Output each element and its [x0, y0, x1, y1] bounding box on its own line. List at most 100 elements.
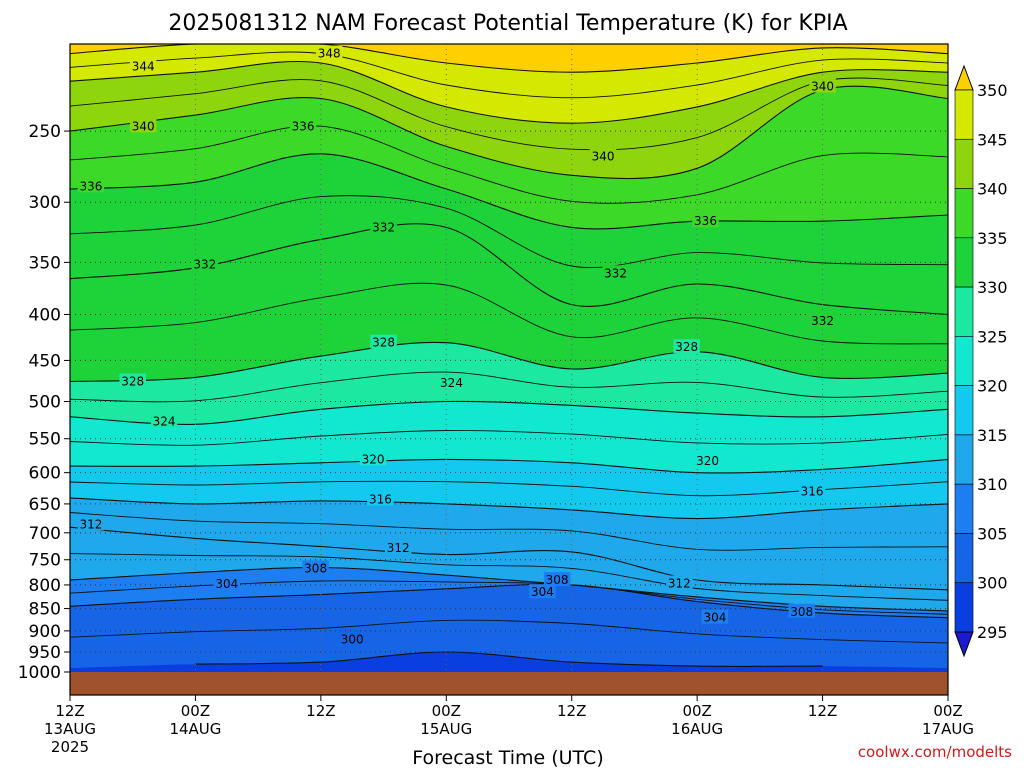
contour-label: 340 — [132, 119, 155, 133]
contour-label-bg — [129, 58, 157, 73]
contour-label-bg — [129, 118, 157, 133]
y-tick-label: 400 — [29, 305, 61, 325]
contour-label: 320 — [362, 452, 385, 466]
colorbar-segment — [954, 286, 974, 337]
contour-label-bg — [602, 265, 629, 280]
contour-label-bg — [694, 452, 721, 467]
colorbar-segment — [954, 89, 974, 140]
isentrope-minor — [70, 553, 948, 601]
field-band — [70, 652, 948, 672]
colorbar-over-triangle — [954, 64, 974, 91]
isentrope-minor — [70, 282, 948, 345]
colorbar-label: 315 — [977, 426, 1008, 445]
colorbar-label: 320 — [977, 377, 1008, 396]
contour-label: 312 — [668, 576, 691, 590]
y-tick-label: 350 — [29, 253, 61, 273]
colorbar-label: 340 — [977, 180, 1008, 199]
contour-label-bg — [589, 148, 617, 163]
contour-label: 308 — [304, 561, 327, 575]
contour-label: 328 — [372, 336, 395, 350]
contour-label-bg — [788, 603, 815, 618]
contour-label-bg — [359, 451, 387, 466]
y-tick-label: 850 — [29, 600, 61, 620]
x-tick-label: 00Z — [432, 702, 461, 720]
colorbar-label: 335 — [977, 229, 1008, 248]
field-band — [70, 584, 948, 672]
y-tick-label: 450 — [29, 351, 61, 371]
contour-label: 328 — [121, 375, 144, 389]
x-tick-label: 2025 — [51, 738, 89, 756]
contour-label-bg — [529, 584, 556, 599]
x-axis-title: Forecast Time (UTC) — [412, 747, 603, 768]
contour-label: 332 — [193, 258, 216, 272]
colorbar-label: 310 — [977, 475, 1008, 494]
contour-label-bg — [543, 572, 571, 587]
contour-label-bg — [77, 516, 105, 531]
contour-labels: 344 348 340 336 340 340 336 336 332 332 332 332 328 3… — [77, 45, 836, 646]
contour-label: 332 — [811, 314, 834, 328]
y-tick-label: 950 — [29, 643, 61, 663]
colorbar-segment — [954, 582, 974, 633]
isentrope-minor — [70, 195, 948, 269]
x-tick-label: 15AUG — [420, 720, 472, 738]
y-tick-label: 1000 — [18, 663, 61, 683]
ground-band — [70, 672, 948, 695]
isentrope-minor — [70, 371, 948, 403]
contour-label-bg — [809, 78, 836, 93]
y-tick-label: 600 — [29, 464, 61, 484]
isentrope-312 — [70, 526, 948, 591]
contour-label: 336 — [79, 179, 102, 193]
isentrope-340 — [70, 85, 948, 180]
contour-label-bg — [119, 373, 146, 388]
x-tick-label: 13AUG — [44, 720, 96, 738]
colorbar-label: 330 — [977, 278, 1008, 297]
isentrope-336 — [70, 153, 948, 230]
x-tick-label: 14AUG — [169, 720, 221, 738]
contour-label: 328 — [675, 340, 698, 354]
colorbar-label: 295 — [977, 623, 1008, 642]
isentrope-minor — [70, 125, 948, 204]
colorbar-label: 350 — [977, 81, 1008, 100]
chart-title: 2025081312 NAM Forecast Potential Temper… — [168, 11, 847, 36]
theta-field — [70, 44, 948, 672]
x-tick-label: 17AUG — [922, 720, 974, 738]
contour-label-bg — [798, 483, 826, 498]
contour-label-bg — [77, 178, 105, 193]
contour-label: 332 — [604, 266, 627, 280]
y-tick-label: 650 — [29, 495, 61, 515]
contour-label-bg — [370, 334, 397, 349]
colorbar: 350 345 340 335 330 325 320 315 310 305 300 295 — [954, 64, 1008, 658]
colorbar-segment — [954, 138, 974, 189]
contour-label: 344 — [132, 60, 155, 74]
plot-border — [69, 43, 949, 696]
contour-label: 348 — [318, 47, 341, 61]
contour-label: 304 — [703, 611, 726, 625]
contour-label: 316 — [369, 493, 392, 507]
contour-label-bg — [370, 219, 397, 234]
contour-label: 324 — [440, 376, 463, 390]
isentrope-minor — [70, 51, 948, 99]
x-tick-label: 16AUG — [671, 720, 723, 738]
contour-label-bg — [809, 313, 836, 328]
contour-label-bg — [384, 540, 412, 555]
credit-text: coolwx.com/modelts — [858, 743, 1012, 761]
y-axis: 2503003504004505005506006507007508008509… — [18, 122, 70, 683]
contour-label: 332 — [372, 220, 395, 234]
contour-label-bg — [673, 339, 700, 354]
contour-label-bg — [191, 256, 219, 271]
colorbar-label: 325 — [977, 327, 1008, 346]
x-tick-label: 12Z — [55, 702, 84, 720]
colorbar-label: 300 — [977, 574, 1008, 593]
contour-label-bg — [150, 413, 178, 428]
y-tick-label: 700 — [29, 524, 61, 544]
contour-label: 324 — [153, 414, 176, 428]
contour-label-bg — [666, 575, 693, 590]
contour-label-bg — [302, 560, 329, 575]
isentrope-300 — [195, 651, 823, 667]
x-tick-label: 12Z — [306, 702, 335, 720]
contour-label: 320 — [696, 454, 719, 468]
y-tick-label: 550 — [29, 430, 61, 450]
y-tick-label: 900 — [29, 622, 61, 642]
ground-band — [70, 672, 948, 695]
contour-label-bg — [701, 609, 729, 624]
